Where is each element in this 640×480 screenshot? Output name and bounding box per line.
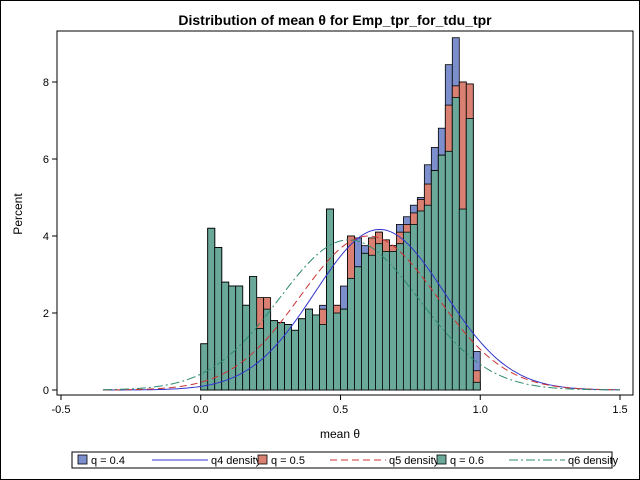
bar-q06-bin-23 — [361, 252, 369, 391]
density-curves — [102, 228, 621, 391]
bar-q06-bin-28 — [395, 243, 404, 391]
bar-q06-bin-13 — [291, 329, 299, 391]
legend-swatch — [257, 454, 268, 465]
bar-q06-bin-25 — [375, 243, 383, 391]
legend-swatch — [77, 454, 88, 465]
legend: q = 0.4 q4 density q = 0.5 q5 density q = 0.… — [71, 451, 619, 469]
bar-q06-bin-33 — [430, 170, 439, 391]
density-curve-q4 — [102, 228, 621, 391]
histogram-bars — [200, 37, 481, 391]
bar-q06-bin-8 — [256, 327, 265, 391]
bar-q06-bin-31 — [416, 210, 425, 391]
bar-q06-bin-20 — [340, 308, 348, 391]
bar-q06-bin-16 — [312, 314, 320, 391]
x-tick-label: 1.0 — [473, 404, 488, 416]
bar-q06-bin-6 — [242, 304, 251, 391]
legend-swatch — [436, 454, 447, 465]
x-axis-label: mean θ — [320, 427, 360, 441]
bar-q06-bin-1 — [207, 227, 216, 391]
density-curve-q5 — [102, 235, 621, 391]
y-tick-label: 2 — [43, 308, 49, 320]
x-tick-label: -0.5 — [52, 404, 71, 416]
bar-q06-bin-38 — [465, 118, 474, 391]
bar-q06-bin-4 — [228, 285, 237, 391]
bar-q06-bin-34 — [437, 154, 446, 391]
bar-q06-bin-7 — [249, 276, 258, 391]
y-tick-label: 8 — [43, 77, 49, 89]
x-tick-label: 0.5 — [333, 404, 348, 416]
bar-q06-bin-15 — [305, 308, 313, 391]
bar-q06-bin-18 — [326, 208, 334, 391]
bar-q06-bin-2 — [214, 247, 223, 391]
bar-q06-bin-22 — [354, 266, 362, 391]
bar-q06-bin-27 — [389, 250, 397, 391]
bar-q06-bin-26 — [382, 250, 390, 391]
x-tick-label: 1.5 — [612, 404, 627, 416]
legend-label: q = 0.4 — [91, 455, 125, 467]
bar-q06-bin-24 — [368, 254, 376, 391]
bar-q06-bin-17 — [319, 324, 327, 391]
y-tick-label: 0 — [43, 385, 49, 397]
bar-q06-bin-21 — [347, 277, 355, 391]
y-axis-label: Percent — [11, 193, 25, 235]
plot-area — [56, 30, 634, 396]
bar-q06-bin-37 — [458, 208, 467, 391]
bar-q06-bin-14 — [298, 318, 306, 391]
bar-q06-bin-11 — [277, 322, 285, 391]
chart-title: Distribution of mean θ for Emp_tpr_for_t… — [178, 12, 492, 28]
legend-label: q5 density — [389, 455, 440, 467]
y-tick-label: 4 — [43, 231, 49, 243]
bar-q06-bin-19 — [333, 312, 341, 391]
density-curve-q6 — [102, 239, 621, 391]
legend-label: q6 density — [568, 455, 619, 467]
bar-q06-bin-0 — [200, 343, 209, 391]
bar-q06-bin-9 — [263, 308, 272, 391]
bar-q06-bin-35 — [444, 150, 453, 391]
axes: -0.5 0.0 0.5 1.0 1.5 0 2 4 6 8 — [43, 77, 628, 416]
bar-q06-bin-32 — [423, 204, 432, 391]
bar-q06-bin-30 — [409, 224, 418, 391]
legend-label: q4 density — [211, 455, 262, 467]
legend-label: q = 0.6 — [450, 455, 484, 467]
bar-q06-bin-39 — [472, 381, 481, 391]
y-tick-label: 6 — [43, 154, 49, 166]
x-tick-label: 0.0 — [193, 404, 208, 416]
legend-label: q = 0.5 — [271, 455, 305, 467]
